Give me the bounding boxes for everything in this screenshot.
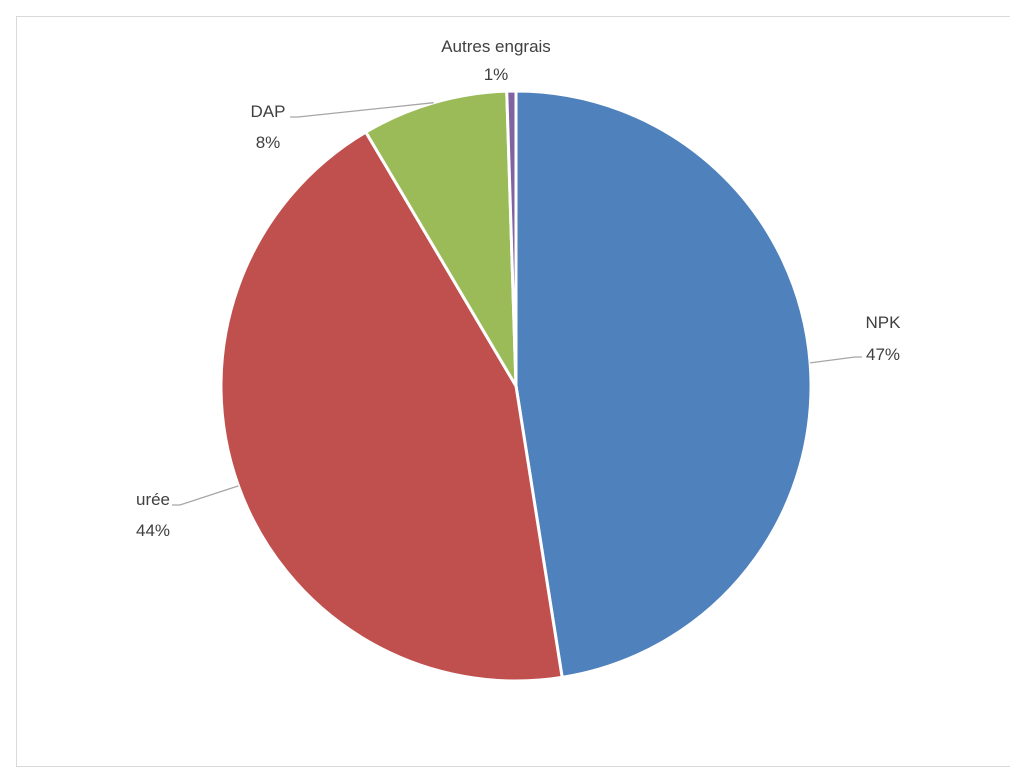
slice-npk xyxy=(514,89,813,679)
label-dap-name: DAP xyxy=(251,102,286,121)
label-autres-pct: 1% xyxy=(484,65,509,84)
leader-line-uree xyxy=(172,485,239,506)
slice-uree xyxy=(219,130,564,683)
leader-lines xyxy=(172,102,862,506)
slice-autres-engrais xyxy=(505,89,518,388)
label-autres-name: Autres engrais xyxy=(441,37,551,56)
leader-line-npk xyxy=(810,356,862,364)
data-labels: NPK 47% urée 44% DAP 8% Autres engrais 1… xyxy=(136,37,901,540)
label-uree-name: urée xyxy=(136,490,170,509)
leader-line-dap xyxy=(290,102,434,118)
label-uree-pct: 44% xyxy=(136,521,170,540)
label-npk-name: NPK xyxy=(866,313,902,332)
label-dap-pct: 8% xyxy=(256,133,281,152)
label-npk-pct: 47% xyxy=(866,345,900,364)
pie-chart: NPK 47% urée 44% DAP 8% Autres engrais 1… xyxy=(136,37,901,683)
slice-dap xyxy=(364,89,518,388)
pie-slices xyxy=(219,89,813,683)
